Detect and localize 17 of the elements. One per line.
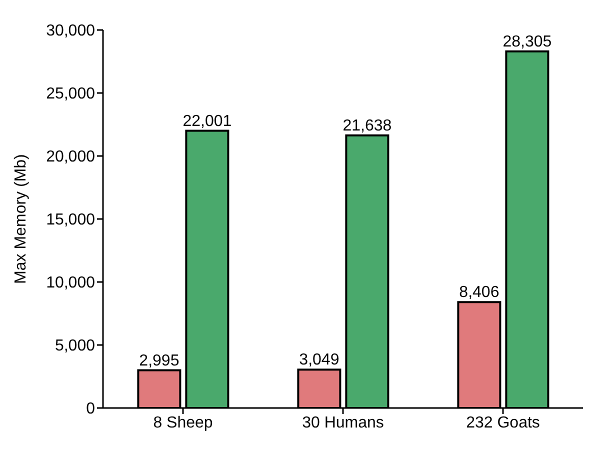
x-tick-label: 8 Sheep	[153, 414, 213, 432]
y-axis-title: Max Memory (Mb)	[12, 154, 30, 284]
data-label: 22,001	[182, 112, 232, 130]
y-tick-label: 15,000	[46, 212, 96, 229]
data-label: 2,995	[139, 352, 180, 370]
x-tick-label: 232 Goats	[466, 414, 540, 432]
y-tick-label: 25,000	[46, 86, 96, 103]
y-tick-label: 10,000	[46, 274, 96, 292]
data-label: 21,638	[342, 117, 392, 134]
data-label: 3,049	[299, 352, 340, 369]
data-label: 28,305	[502, 33, 552, 50]
data-label: 8,406	[459, 284, 500, 302]
y-tick-label: 30,000	[46, 22, 96, 40]
x-tick-label: 30 Humans	[302, 414, 384, 432]
y-tick-label: 20,000	[46, 148, 96, 166]
y-tick-label: 0	[86, 400, 96, 418]
y-tick-label: 5,000	[54, 338, 96, 355]
